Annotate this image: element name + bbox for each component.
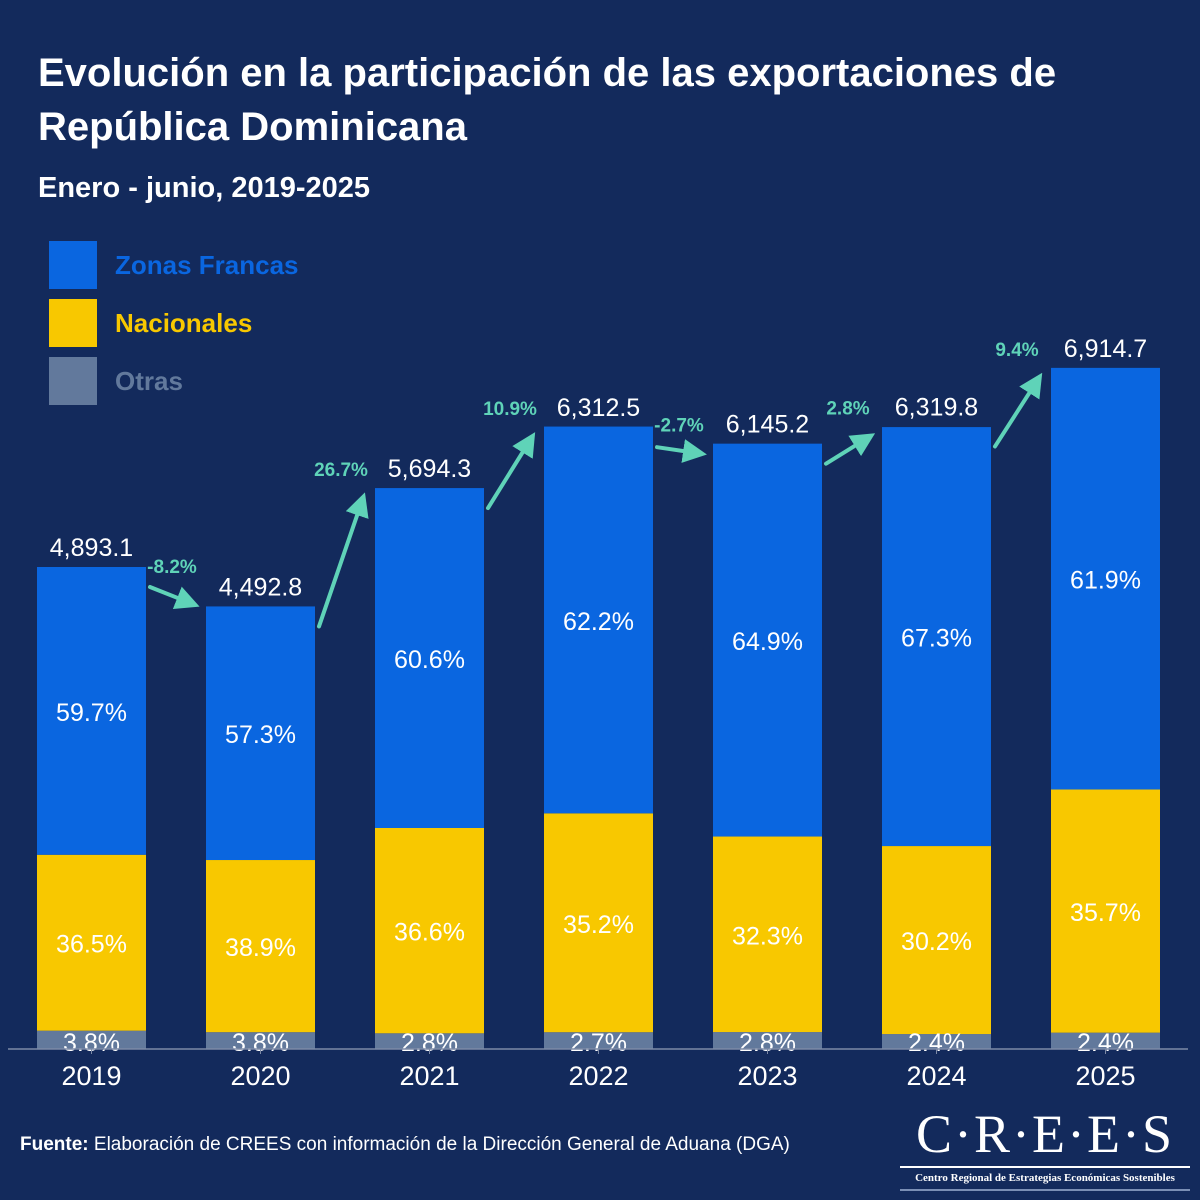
- growth-arrow-2021-2022: [486, 432, 536, 511]
- bar-nacionales-2023: [713, 836, 822, 1033]
- logo-underline: [900, 1189, 1190, 1191]
- legend-swatch-nacionales: [49, 299, 97, 347]
- bar-otras-2024: [882, 1034, 991, 1049]
- growth-arrow-2020-2021: [317, 492, 369, 629]
- bar-zonas-francas-2021: [375, 488, 484, 828]
- growth-label-2023: -2.7%: [654, 416, 704, 437]
- x-tick-label-2021: 2021: [399, 1061, 459, 1091]
- bar-nacionales-2020: [206, 860, 315, 1033]
- logo-wordmark: C·R·E·E·S: [916, 1104, 1174, 1164]
- source-text: Elaboración de CREES con información de …: [93, 1134, 790, 1155]
- x-tick-label-2024: 2024: [906, 1061, 966, 1091]
- crees-logo: C·R·E·E·S Centro Regional de Estrategias…: [900, 1106, 1190, 1191]
- legend-item-otras: Otras: [49, 357, 299, 405]
- growth-label-2025: 9.4%: [995, 340, 1038, 361]
- legend-swatch-otras: [49, 357, 97, 405]
- total-label-2023: 6,145.2: [726, 411, 809, 439]
- source-label: Fuente:: [20, 1134, 89, 1155]
- bar-zonas-francas-2020: [206, 606, 315, 861]
- x-tick-label-2022: 2022: [568, 1061, 628, 1091]
- bar-nacionales-2019: [37, 854, 146, 1031]
- bar-otras-2022: [544, 1032, 653, 1049]
- growth-label-2021: 26.7%: [314, 460, 368, 481]
- legend-label: Zonas Francas: [115, 249, 299, 280]
- source-note: Fuente: Elaboración de CREES con informa…: [20, 1134, 790, 1156]
- growth-arrow-2024-2025: [993, 372, 1043, 449]
- total-label-2024: 6,319.8: [895, 393, 978, 421]
- growth-arrow-2023-2024: [824, 433, 876, 466]
- segment-label-nacionales-2020: 38.9%: [225, 934, 296, 962]
- total-label-2019: 4,893.1: [50, 534, 133, 562]
- bar-zonas-francas-2025: [1051, 367, 1160, 790]
- total-label-2025: 6,914.7: [1064, 335, 1147, 363]
- bar-nacionales-2024: [882, 846, 991, 1035]
- segment-label-nacionales-2022: 35.2%: [563, 911, 634, 939]
- legend-item-nacionales: Nacionales: [49, 299, 299, 347]
- segment-label-nacionales-2019: 36.5%: [56, 931, 127, 959]
- x-tick-label-2025: 2025: [1075, 1061, 1135, 1091]
- growth-label-2020: -8.2%: [147, 557, 197, 578]
- segment-label-nacionales-2025: 35.7%: [1070, 899, 1141, 927]
- legend: Zonas Francas Nacionales Otras: [49, 241, 299, 415]
- bar-zonas-francas-2019: [37, 567, 146, 855]
- bar-otras-2023: [713, 1032, 822, 1049]
- logo-divider: [900, 1166, 1190, 1168]
- segment-label-zonas-francas-2021: 60.6%: [394, 646, 465, 674]
- growth-arrow-2019-2020: [148, 585, 200, 609]
- x-tick-label-2020: 2020: [230, 1061, 290, 1091]
- bar-nacionales-2022: [544, 813, 653, 1033]
- segment-label-zonas-francas-2024: 67.3%: [901, 625, 972, 653]
- bar-nacionales-2025: [1051, 789, 1160, 1033]
- bar-otras-2025: [1051, 1032, 1160, 1049]
- bar-nacionales-2021: [375, 827, 484, 1034]
- x-tick-label-2023: 2023: [737, 1061, 797, 1091]
- growth-label-2022: 10.9%: [483, 399, 537, 420]
- logo-subtitle: Centro Regional de Estrategias Económica…: [915, 1172, 1175, 1184]
- bar-otras-2020: [206, 1032, 315, 1049]
- x-tick-label-2019: 2019: [61, 1061, 121, 1091]
- segment-label-zonas-francas-2023: 64.9%: [732, 628, 803, 656]
- segment-label-nacionales-2021: 36.6%: [394, 919, 465, 947]
- bar-otras-2021: [375, 1033, 484, 1049]
- bar-otras-2019: [37, 1030, 146, 1049]
- legend-label: Otras: [115, 365, 183, 396]
- segment-label-zonas-francas-2022: 62.2%: [563, 608, 634, 636]
- segment-label-zonas-francas-2020: 57.3%: [225, 721, 296, 749]
- total-label-2022: 6,312.5: [557, 394, 640, 422]
- legend-label: Nacionales: [115, 307, 253, 338]
- segment-label-nacionales-2023: 32.3%: [732, 922, 803, 950]
- total-label-2021: 5,694.3: [388, 455, 471, 483]
- bar-zonas-francas-2022: [544, 426, 653, 814]
- segment-label-nacionales-2024: 30.2%: [901, 928, 972, 956]
- bar-zonas-francas-2024: [882, 427, 991, 847]
- segment-label-zonas-francas-2025: 61.9%: [1070, 567, 1141, 595]
- segment-label-zonas-francas-2019: 59.7%: [56, 699, 127, 727]
- bar-zonas-francas-2023: [713, 443, 822, 837]
- chart-subtitle: Enero - junio, 2019-2025: [38, 172, 371, 204]
- legend-item-zonas-francas: Zonas Francas: [49, 241, 299, 289]
- growth-label-2024: 2.8%: [826, 398, 869, 419]
- chart-title: Evolución en la participación de las exp…: [38, 51, 1057, 149]
- legend-swatch-zonas-francas: [49, 241, 97, 289]
- total-label-2020: 4,492.8: [219, 573, 302, 601]
- growth-arrow-2022-2023: [655, 439, 707, 463]
